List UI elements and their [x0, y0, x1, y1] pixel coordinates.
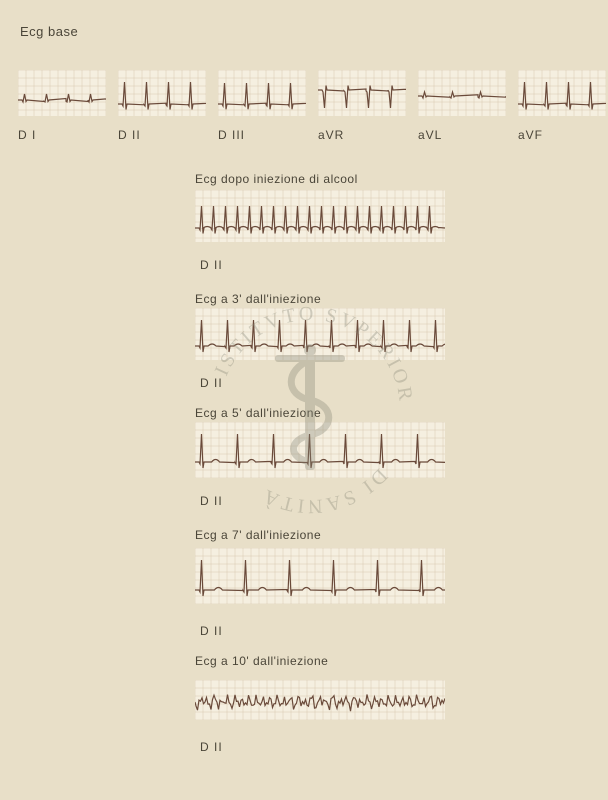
lead-label: D III	[218, 128, 245, 142]
page-title: Ecg base	[20, 24, 78, 39]
ecg-strip-section-2	[195, 422, 445, 478]
ecg-strip-section-3	[195, 548, 445, 604]
lead-label: aVR	[318, 128, 344, 142]
section-title: Ecg a 3' dall'iniezione	[195, 292, 321, 306]
lead-label: aVL	[418, 128, 442, 142]
section-title: Ecg a 5' dall'iniezione	[195, 406, 321, 420]
ecg-strip-section-4	[195, 680, 445, 720]
ecg-strip-base-0	[18, 70, 106, 116]
section-title: Ecg a 7' dall'iniezione	[195, 528, 321, 542]
lead-label: D II	[200, 258, 223, 272]
lead-label: D II	[200, 494, 223, 508]
lead-label: D II	[200, 624, 223, 638]
ecg-strip-base-1	[118, 70, 206, 116]
lead-label: D II	[200, 740, 223, 754]
ecg-strip-base-4	[418, 70, 506, 116]
ecg-strip-base-2	[218, 70, 306, 116]
lead-label: aVF	[518, 128, 543, 142]
section-title: Ecg a 10' dall'iniezione	[195, 654, 328, 668]
lead-label: D I	[18, 128, 36, 142]
section-title: Ecg dopo iniezione di alcool	[195, 172, 358, 186]
ecg-strip-section-1	[195, 308, 445, 360]
ecg-strip-base-5	[518, 70, 606, 116]
ecg-strip-base-3	[318, 70, 406, 116]
lead-label: D II	[118, 128, 141, 142]
ecg-strip-section-0	[195, 190, 445, 242]
lead-label: D II	[200, 376, 223, 390]
